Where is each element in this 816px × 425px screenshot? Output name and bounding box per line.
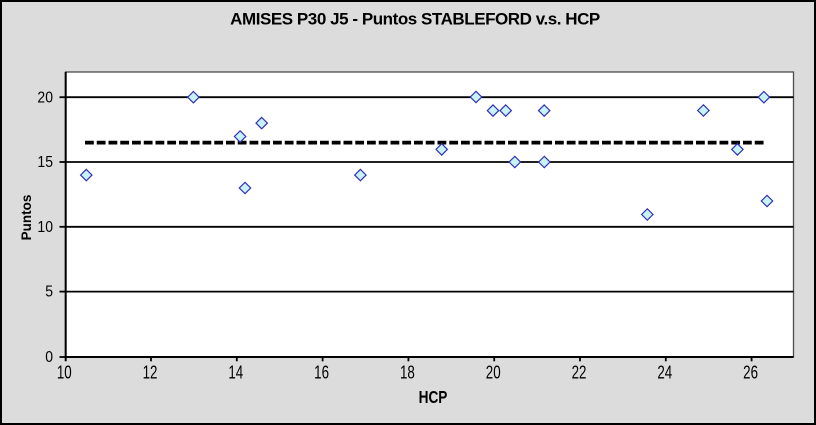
- svg-text:26: 26: [743, 362, 758, 383]
- svg-text:18: 18: [400, 362, 415, 383]
- svg-text:0: 0: [45, 348, 53, 366]
- svg-text:22: 22: [572, 362, 587, 383]
- svg-text:10: 10: [57, 362, 72, 383]
- svg-text:14: 14: [228, 362, 243, 383]
- svg-text:20: 20: [37, 89, 53, 107]
- svg-text:Puntos: Puntos: [19, 195, 34, 241]
- svg-text:15: 15: [37, 153, 53, 171]
- svg-text:12: 12: [143, 362, 158, 383]
- svg-text:5: 5: [45, 283, 53, 301]
- svg-text:HCP: HCP: [419, 388, 448, 407]
- svg-text:AMISES P30 J5 - Puntos STABLEF: AMISES P30 J5 - Puntos STABLEFORD v.s. H…: [230, 10, 600, 29]
- svg-text:10: 10: [37, 218, 53, 236]
- svg-text:24: 24: [657, 362, 672, 383]
- svg-text:16: 16: [314, 362, 329, 383]
- svg-text:20: 20: [486, 362, 501, 383]
